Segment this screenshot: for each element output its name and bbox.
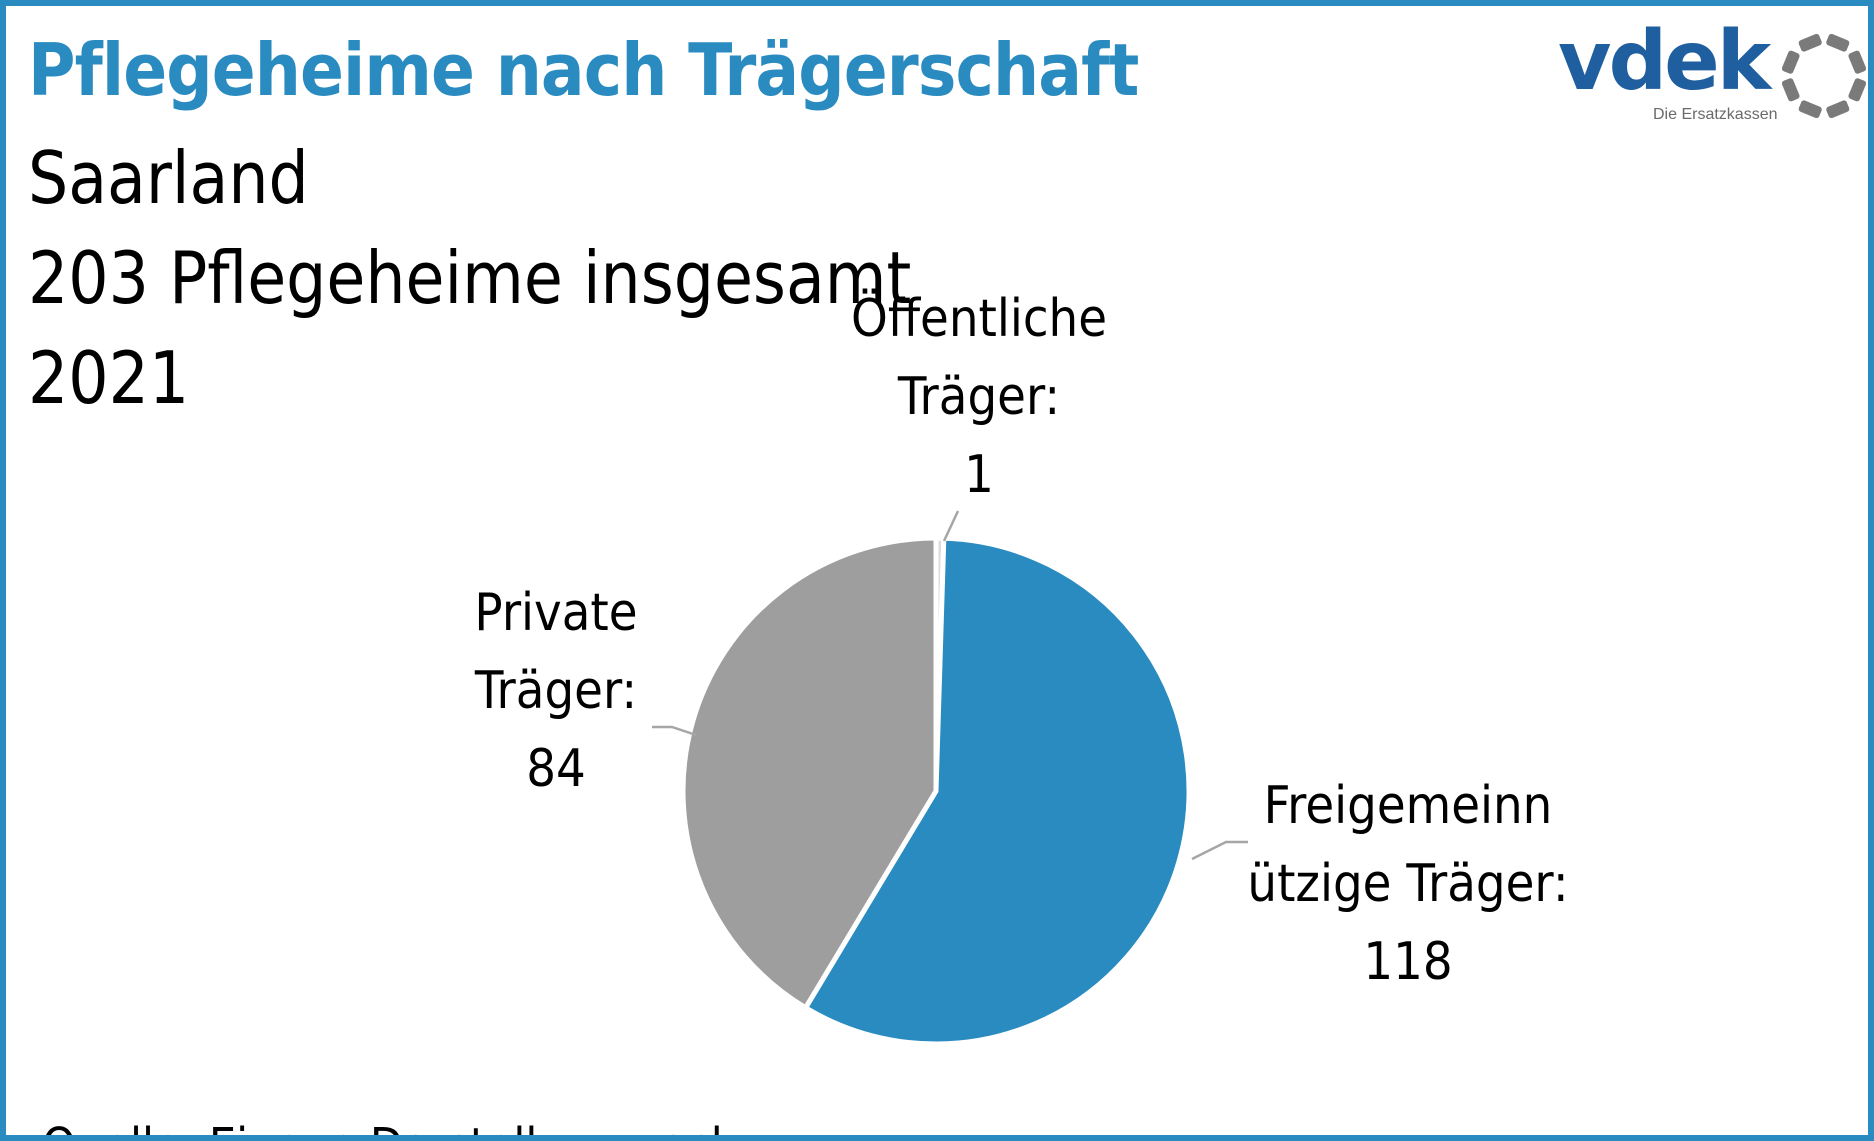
logo-ring-icon	[1781, 33, 1867, 119]
logo-ring-segment	[1826, 100, 1850, 119]
source-note: Quelle: Eigene Darstellung nach	[42, 1118, 738, 1135]
leader-line-1	[942, 510, 960, 542]
year-label: 2021	[28, 336, 190, 420]
slice-label-1-line-1: Öffentliche	[851, 288, 1107, 349]
vdek-logo: vdek Die Ersatzkassen	[1558, 14, 1868, 128]
slice-label-1-line-2: Träger:	[897, 366, 1060, 427]
region-label: Saarland	[28, 136, 309, 220]
slice-label-2-line-1: Freigemeinn	[1264, 775, 1553, 836]
logo-ring-segment	[1781, 50, 1800, 74]
leader-line-2	[1191, 840, 1248, 861]
pie-chart: Öffentliche Träger: 1 Freigemeinn ützige Trä…	[474, 288, 1569, 1047]
logo-ring-segment	[1798, 33, 1822, 52]
logo-ring-segment	[1826, 33, 1850, 52]
pie-slice-2	[803, 535, 1192, 1047]
slice-label-2-line-3: 118	[1363, 931, 1452, 992]
pie-slice-3	[680, 535, 939, 1011]
leader-line-3	[652, 725, 697, 737]
slice-label-2-line-2: ützige Träger:	[1247, 853, 1568, 914]
logo-tagline: Die Ersatzkassen	[1653, 106, 1778, 123]
logo-ring-segment	[1798, 100, 1822, 119]
slice-label-3-line-3: 84	[526, 738, 586, 799]
total-label: 203 Pflegeheime insgesamt	[28, 236, 912, 320]
logo-ring-segment	[1848, 50, 1867, 74]
logo-ring-segment	[1781, 78, 1800, 102]
slice-label-1-line-3: 1	[964, 444, 994, 505]
page-title: Pflegeheime nach Trägerschaft	[28, 28, 1139, 112]
logo-wordmark: vdek	[1558, 14, 1771, 109]
logo-ring-segment	[1848, 78, 1867, 102]
slice-label-3-line-1: Private	[474, 582, 637, 643]
slice-label-3-line-2: Träger:	[474, 660, 637, 721]
